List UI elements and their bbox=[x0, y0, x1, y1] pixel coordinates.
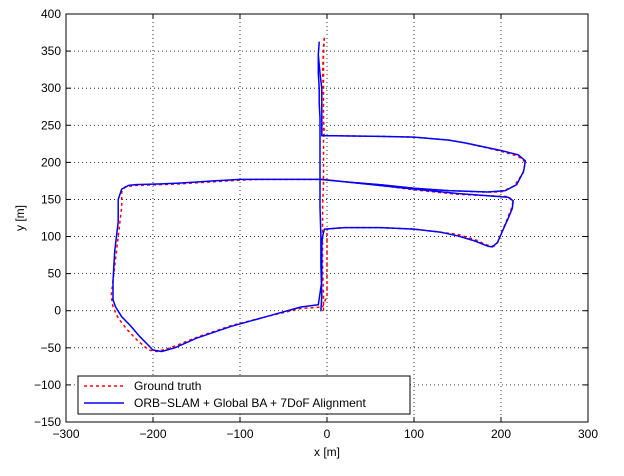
x-tick-label: −100 bbox=[226, 427, 253, 441]
x-tick-label: 300 bbox=[578, 427, 598, 441]
y-axis-label: y [m] bbox=[13, 205, 27, 231]
y-tick-label: −50 bbox=[41, 341, 62, 355]
y-tick-label: 350 bbox=[41, 44, 61, 58]
y-tick-label: 0 bbox=[54, 304, 61, 318]
x-tick-label: 200 bbox=[491, 427, 511, 441]
legend-label-ground-truth: Ground truth bbox=[134, 379, 201, 393]
y-tick-label: 50 bbox=[48, 267, 62, 281]
y-tick-label: 250 bbox=[41, 118, 61, 132]
x-tick-label: −300 bbox=[52, 427, 79, 441]
legend-box bbox=[77, 375, 411, 415]
grid bbox=[66, 14, 588, 422]
y-tick-label: 300 bbox=[41, 81, 61, 95]
y-tick-label: 100 bbox=[41, 230, 61, 244]
x-axis-label: x [m] bbox=[314, 445, 340, 459]
legend: Ground truth ORB−SLAM + Global BA + 7DoF… bbox=[77, 375, 411, 415]
tick-labels: −300 −200 −100 0 100 200 300 −150 −100 −50 0 50 100 1… bbox=[34, 7, 598, 441]
legend-label-orb-slam: ORB−SLAM + Global BA + 7DoF Alignment bbox=[134, 396, 366, 410]
series-layer bbox=[110, 35, 527, 353]
x-tick-label: 0 bbox=[324, 427, 331, 441]
y-tick-label: 400 bbox=[41, 7, 61, 21]
x-tick-label: −200 bbox=[139, 427, 166, 441]
y-tick-label: −150 bbox=[34, 415, 61, 429]
axis-ticks bbox=[65, 13, 589, 423]
y-tick-label: −100 bbox=[34, 378, 61, 392]
series-line-1 bbox=[112, 41, 527, 353]
y-tick-label: 150 bbox=[41, 192, 61, 206]
y-tick-label: 200 bbox=[41, 155, 61, 169]
x-tick-label: 100 bbox=[404, 427, 424, 441]
